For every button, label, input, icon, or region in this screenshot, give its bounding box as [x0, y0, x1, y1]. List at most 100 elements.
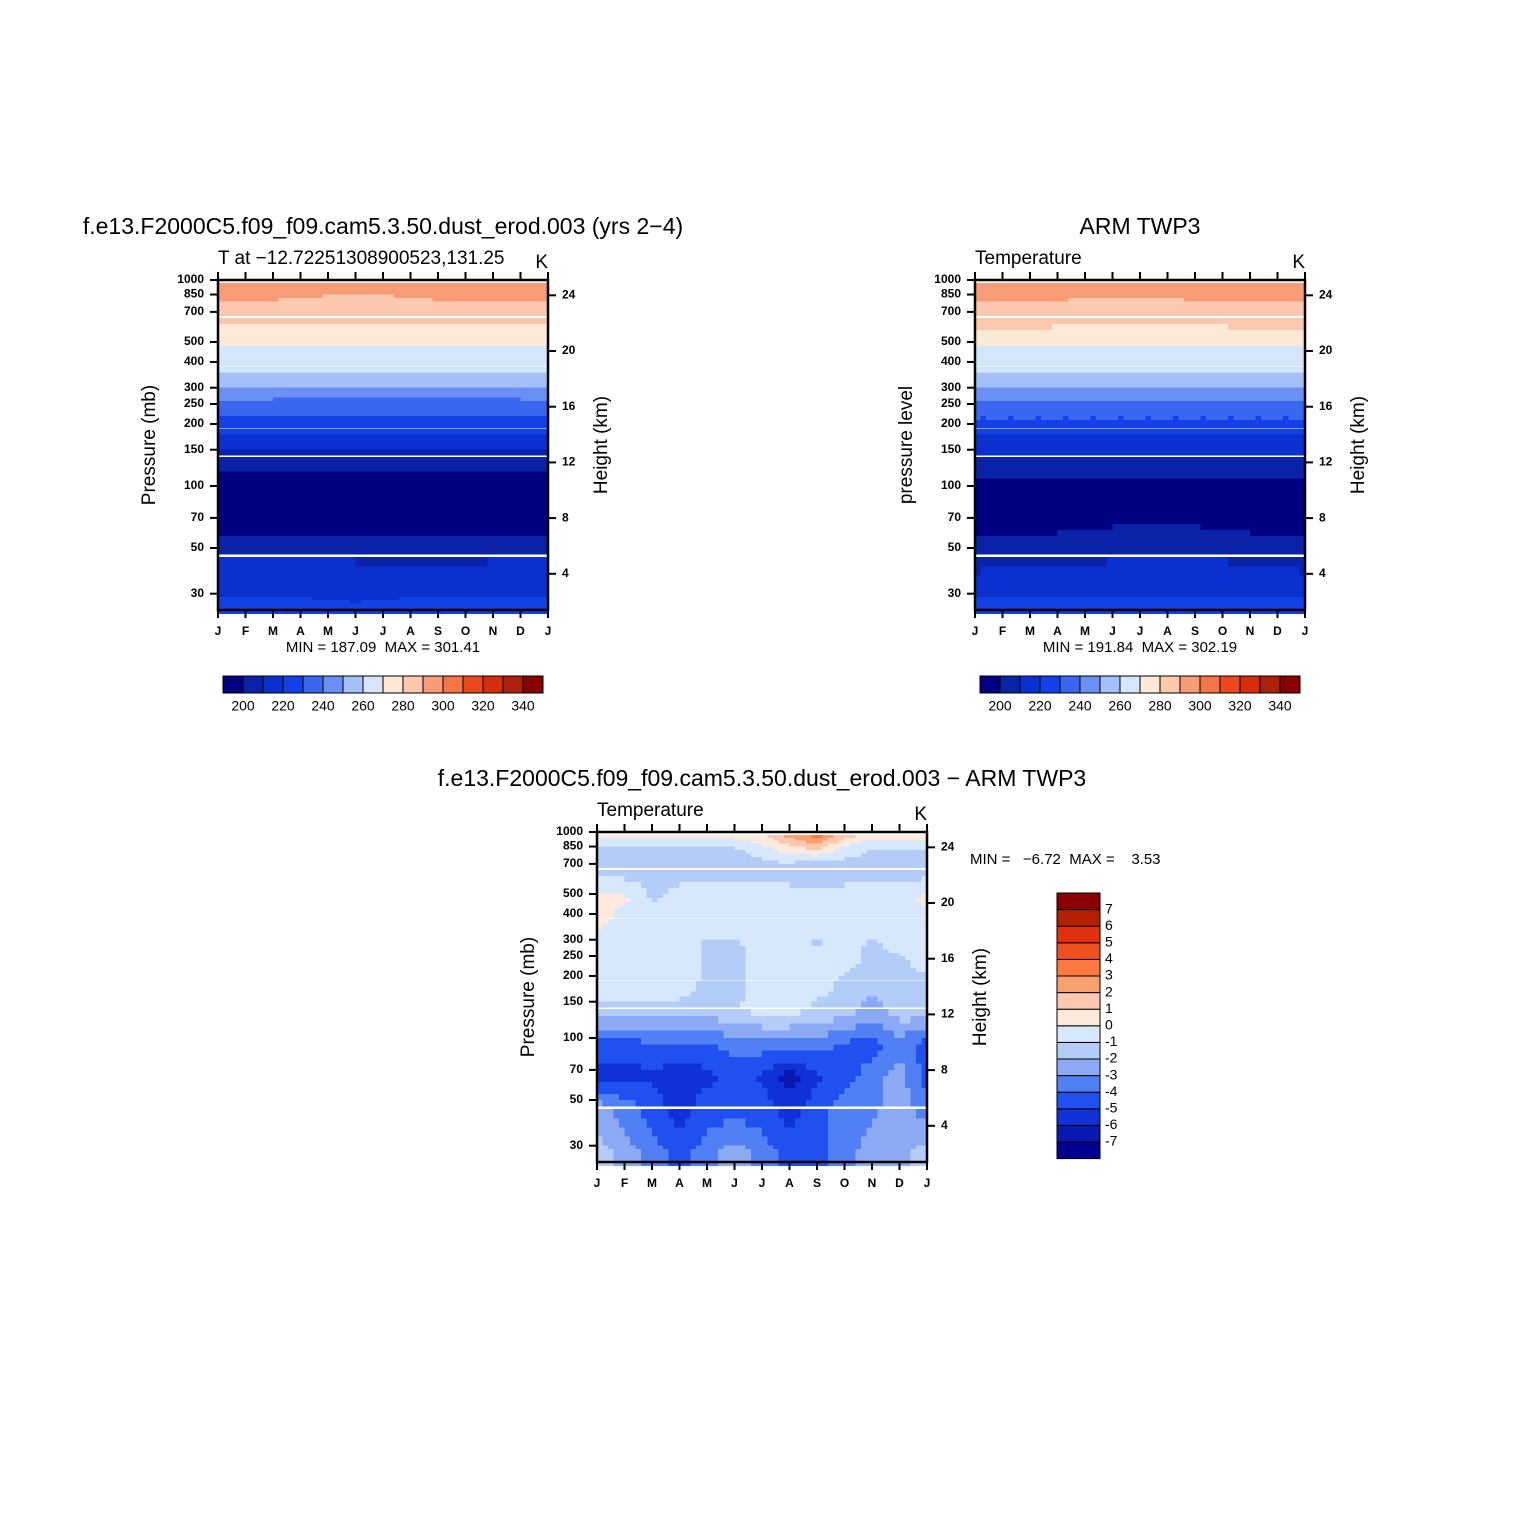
- contour-cell: [443, 349, 450, 355]
- contour-cell: [537, 323, 544, 331]
- contour-cell: [471, 308, 478, 313]
- contour-cell: [311, 308, 318, 313]
- contour-cell: [405, 541, 412, 549]
- contour-cell: [1140, 308, 1147, 313]
- contour-cell: [218, 429, 225, 435]
- contour-cell: [1145, 329, 1152, 337]
- contour-cell: [1140, 317, 1147, 325]
- contour-cell: [372, 547, 379, 555]
- contour-cell: [1162, 342, 1169, 349]
- contour-cell: [520, 478, 527, 487]
- contour-cell: [311, 429, 318, 435]
- contour-cell: [515, 301, 522, 306]
- contour-cell: [289, 412, 296, 417]
- contour-cell: [289, 288, 296, 293]
- contour-cell: [1002, 298, 1009, 303]
- contour-cell: [284, 308, 291, 313]
- contour-cell: [383, 575, 390, 586]
- contour-cell: [344, 423, 351, 429]
- contour-cell: [405, 456, 412, 465]
- contour-cell: [223, 492, 230, 500]
- contour-cell: [1217, 298, 1224, 303]
- contour-cell: [372, 449, 379, 456]
- contour-cell: [1057, 329, 1064, 337]
- contour-cell: [460, 288, 467, 293]
- contour-cell: [333, 547, 340, 555]
- contour-cell: [1019, 291, 1026, 296]
- contour-cell: [449, 367, 456, 373]
- contour-cell: [1118, 342, 1125, 349]
- contour-cell: [240, 311, 247, 316]
- contour-cell: [1244, 335, 1251, 343]
- contour-cell: [262, 505, 269, 513]
- contour-cell: [476, 304, 483, 310]
- contour-cell: [482, 323, 489, 331]
- contour-cell: [526, 584, 533, 595]
- contour-cell: [350, 600, 357, 605]
- contour-cell: [223, 547, 230, 555]
- contour-cell: [300, 606, 307, 611]
- contour-cell: [493, 505, 500, 513]
- contour-cell: [372, 596, 379, 601]
- contour-cell: [454, 353, 461, 359]
- contour-cell: [1035, 357, 1042, 363]
- contour-cell: [427, 329, 434, 337]
- contour-cell: [284, 610, 291, 614]
- contour-cell: [256, 485, 263, 494]
- contour-cell: [498, 308, 505, 313]
- contour-cell: [300, 397, 307, 402]
- contour-cell: [1123, 311, 1130, 316]
- contour-cell: [1195, 329, 1202, 337]
- contour-cell: [234, 335, 241, 343]
- contour-cell: [223, 288, 230, 293]
- contour-cell: [344, 523, 351, 531]
- contour-cell: [267, 541, 274, 549]
- contour-cell: [498, 566, 505, 577]
- contour-cell: [366, 498, 373, 506]
- contour-cell: [504, 415, 511, 421]
- contour-cell: [410, 566, 417, 577]
- contour-cell: [1239, 285, 1246, 290]
- contour-cell: [460, 382, 467, 389]
- contour-cell: [229, 434, 236, 441]
- contour-cell: [421, 357, 428, 363]
- contour-cell: [251, 400, 258, 405]
- contour-cell: [493, 382, 500, 389]
- contour-cell: [295, 317, 302, 325]
- contour-cell: [515, 498, 522, 506]
- contour-cell: [306, 529, 313, 537]
- contour-cell: [515, 282, 522, 287]
- contour-cell: [1173, 285, 1180, 290]
- contour-cell: [229, 535, 236, 543]
- contour-cell: [1046, 361, 1053, 367]
- contour-cell: [295, 367, 302, 373]
- contour-cell: [1173, 304, 1180, 310]
- contour-cell: [1019, 317, 1026, 325]
- contour-cell: [311, 311, 318, 316]
- contour-cell: [504, 408, 511, 413]
- contour-cell: [361, 394, 368, 399]
- contour-cell: [251, 523, 258, 531]
- stats: MIN = 187.09 MAX = 301.41: [286, 639, 480, 656]
- contour-cell: [262, 485, 269, 494]
- contour-cell: [245, 456, 252, 465]
- contour-cell: [306, 434, 313, 441]
- contour-cell: [1195, 317, 1202, 325]
- colorbar-label: 240: [311, 698, 335, 714]
- contour-cell: [493, 404, 500, 408]
- contour-cell: [234, 541, 241, 549]
- contour-cell: [317, 449, 324, 456]
- contour-cell: [383, 346, 390, 351]
- contour-cell: [454, 439, 461, 446]
- contour-cell: [482, 596, 489, 601]
- contour-cell: [1277, 285, 1284, 290]
- contour-cell: [1151, 304, 1158, 310]
- contour-cell: [361, 291, 368, 296]
- contour-cell: [454, 535, 461, 543]
- contour-cell: [229, 377, 236, 384]
- contour-cell: [234, 304, 241, 310]
- contour-cell: [251, 349, 258, 355]
- contour-cell: [234, 610, 241, 614]
- contour-cell: [377, 547, 384, 555]
- contour-cell: [1173, 323, 1180, 331]
